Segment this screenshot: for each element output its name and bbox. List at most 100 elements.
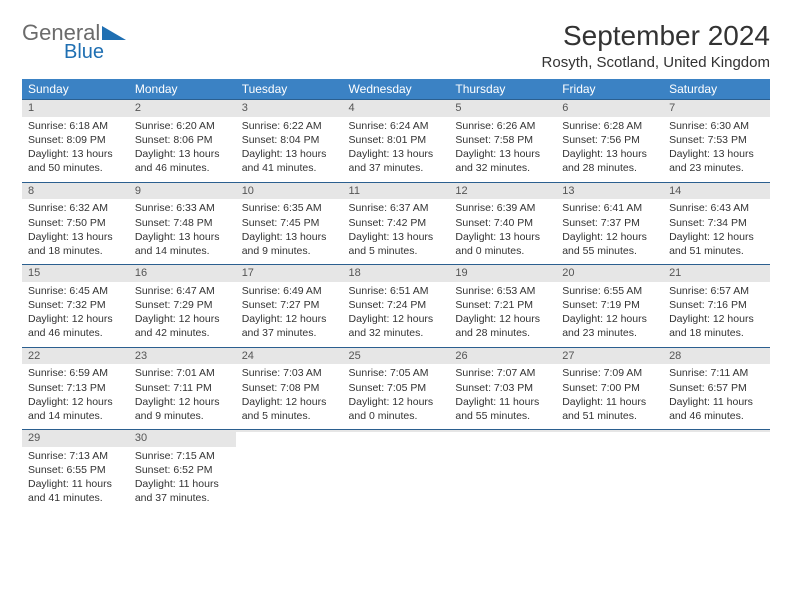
day-cell (343, 430, 450, 512)
location-subtitle: Rosyth, Scotland, United Kingdom (542, 54, 770, 71)
day-body: Sunrise: 6:37 AMSunset: 7:42 PMDaylight:… (343, 199, 450, 264)
day-number: 15 (22, 265, 129, 282)
day-body: Sunrise: 6:32 AMSunset: 7:50 PMDaylight:… (22, 199, 129, 264)
day-cell: 10Sunrise: 6:35 AMSunset: 7:45 PMDayligh… (236, 182, 343, 265)
week-row: 22Sunrise: 6:59 AMSunset: 7:13 PMDayligh… (22, 347, 770, 430)
day-body (236, 432, 343, 480)
day-number: 20 (556, 265, 663, 282)
day-sunset: Sunset: 7:24 PM (349, 298, 444, 312)
day-number: 13 (556, 183, 663, 200)
day-sunset: Sunset: 7:11 PM (135, 381, 230, 395)
day-sunset: Sunset: 7:34 PM (669, 216, 764, 230)
day-sunset: Sunset: 7:13 PM (28, 381, 123, 395)
calendar-table: Sunday Monday Tuesday Wednesday Thursday… (22, 79, 770, 512)
day-number: 24 (236, 348, 343, 365)
day-daylight: Daylight: 13 hours and 37 minutes. (349, 147, 444, 175)
day-body: Sunrise: 6:22 AMSunset: 8:04 PMDaylight:… (236, 117, 343, 182)
day-number: 2 (129, 100, 236, 117)
day-cell (663, 430, 770, 512)
day-sunrise: Sunrise: 6:57 AM (669, 284, 764, 298)
day-number: 7 (663, 100, 770, 117)
day-cell: 30Sunrise: 7:15 AMSunset: 6:52 PMDayligh… (129, 430, 236, 512)
day-sunset: Sunset: 8:09 PM (28, 133, 123, 147)
day-cell: 1Sunrise: 6:18 AMSunset: 8:09 PMDaylight… (22, 100, 129, 183)
day-body: Sunrise: 7:09 AMSunset: 7:00 PMDaylight:… (556, 364, 663, 429)
week-row: 29Sunrise: 7:13 AMSunset: 6:55 PMDayligh… (22, 430, 770, 512)
day-sunrise: Sunrise: 6:33 AM (135, 201, 230, 215)
day-cell: 7 Sunrise: 6:30 AMSunset: 7:53 PMDaylight… (663, 100, 770, 183)
day-body: Sunrise: 7:01 AMSunset: 7:11 PMDaylight:… (129, 364, 236, 429)
day-sunset: Sunset: 7:48 PM (135, 216, 230, 230)
calendar-body: 1Sunrise: 6:18 AMSunset: 8:09 PMDaylight… (22, 100, 770, 512)
month-title: September 2024 (542, 20, 770, 52)
day-number: 9 (129, 183, 236, 200)
day-sunrise: Sunrise: 6:26 AM (455, 119, 550, 133)
day-cell: 13Sunrise: 6:41 AMSunset: 7:37 PMDayligh… (556, 182, 663, 265)
day-number: 3 (236, 100, 343, 117)
day-sunset: Sunset: 6:55 PM (28, 463, 123, 477)
day-header-row: Sunday Monday Tuesday Wednesday Thursday… (22, 79, 770, 100)
day-sunrise: Sunrise: 6:53 AM (455, 284, 550, 298)
day-number: 19 (449, 265, 556, 282)
day-sunrise: Sunrise: 6:47 AM (135, 284, 230, 298)
day-header: Tuesday (236, 79, 343, 100)
day-cell: 21Sunrise: 6:57 AMSunset: 7:16 PMDayligh… (663, 265, 770, 348)
day-sunrise: Sunrise: 6:59 AM (28, 366, 123, 380)
day-sunrise: Sunrise: 6:43 AM (669, 201, 764, 215)
day-daylight: Daylight: 12 hours and 28 minutes. (455, 312, 550, 340)
day-number: 16 (129, 265, 236, 282)
day-body (449, 432, 556, 480)
week-row: 1Sunrise: 6:18 AMSunset: 8:09 PMDaylight… (22, 100, 770, 183)
day-daylight: Daylight: 13 hours and 0 minutes. (455, 230, 550, 258)
day-body: Sunrise: 6:59 AMSunset: 7:13 PMDaylight:… (22, 364, 129, 429)
day-number: 26 (449, 348, 556, 365)
day-sunset: Sunset: 7:53 PM (669, 133, 764, 147)
calendar-page: General Blue September 2024 Rosyth, Scot… (0, 0, 792, 522)
day-daylight: Daylight: 12 hours and 5 minutes. (242, 395, 337, 423)
day-sunset: Sunset: 6:52 PM (135, 463, 230, 477)
header: General Blue September 2024 Rosyth, Scot… (22, 20, 770, 71)
day-cell (449, 430, 556, 512)
day-daylight: Daylight: 12 hours and 23 minutes. (562, 312, 657, 340)
day-daylight: Daylight: 12 hours and 32 minutes. (349, 312, 444, 340)
day-sunset: Sunset: 7:21 PM (455, 298, 550, 312)
day-cell: 4Sunrise: 6:24 AMSunset: 8:01 PMDaylight… (343, 100, 450, 183)
day-sunset: Sunset: 7:45 PM (242, 216, 337, 230)
day-body: Sunrise: 6:41 AMSunset: 7:37 PMDaylight:… (556, 199, 663, 264)
day-body: Sunrise: 6:24 AMSunset: 8:01 PMDaylight:… (343, 117, 450, 182)
day-daylight: Daylight: 13 hours and 14 minutes. (135, 230, 230, 258)
day-daylight: Daylight: 13 hours and 46 minutes. (135, 147, 230, 175)
day-number: 22 (22, 348, 129, 365)
day-sunrise: Sunrise: 6:20 AM (135, 119, 230, 133)
day-sunrise: Sunrise: 7:03 AM (242, 366, 337, 380)
day-body: Sunrise: 6:18 AMSunset: 8:09 PMDaylight:… (22, 117, 129, 182)
day-body: Sunrise: 6:51 AMSunset: 7:24 PMDaylight:… (343, 282, 450, 347)
day-daylight: Daylight: 12 hours and 14 minutes. (28, 395, 123, 423)
day-sunset: Sunset: 7:37 PM (562, 216, 657, 230)
day-daylight: Daylight: 11 hours and 41 minutes. (28, 477, 123, 505)
day-daylight: Daylight: 13 hours and 9 minutes. (242, 230, 337, 258)
day-daylight: Daylight: 12 hours and 18 minutes. (669, 312, 764, 340)
day-sunrise: Sunrise: 6:39 AM (455, 201, 550, 215)
day-sunrise: Sunrise: 6:22 AM (242, 119, 337, 133)
day-sunset: Sunset: 7:56 PM (562, 133, 657, 147)
day-daylight: Daylight: 12 hours and 37 minutes. (242, 312, 337, 340)
week-row: 8Sunrise: 6:32 AMSunset: 7:50 PMDaylight… (22, 182, 770, 265)
day-number: 27 (556, 348, 663, 365)
day-sunrise: Sunrise: 7:09 AM (562, 366, 657, 380)
day-number: 8 (22, 183, 129, 200)
logo-triangle-icon (102, 26, 126, 40)
day-number: 21 (663, 265, 770, 282)
day-daylight: Daylight: 13 hours and 23 minutes. (669, 147, 764, 175)
day-daylight: Daylight: 13 hours and 41 minutes. (242, 147, 337, 175)
day-body: Sunrise: 7:03 AMSunset: 7:08 PMDaylight:… (236, 364, 343, 429)
day-cell: 8Sunrise: 6:32 AMSunset: 7:50 PMDaylight… (22, 182, 129, 265)
day-sunset: Sunset: 8:01 PM (349, 133, 444, 147)
day-sunset: Sunset: 7:42 PM (349, 216, 444, 230)
day-body: Sunrise: 6:47 AMSunset: 7:29 PMDaylight:… (129, 282, 236, 347)
day-cell: 5Sunrise: 6:26 AMSunset: 7:58 PMDaylight… (449, 100, 556, 183)
day-sunrise: Sunrise: 6:30 AM (669, 119, 764, 133)
day-daylight: Daylight: 11 hours and 37 minutes. (135, 477, 230, 505)
day-sunset: Sunset: 7:50 PM (28, 216, 123, 230)
logo-word2: Blue (64, 41, 104, 62)
